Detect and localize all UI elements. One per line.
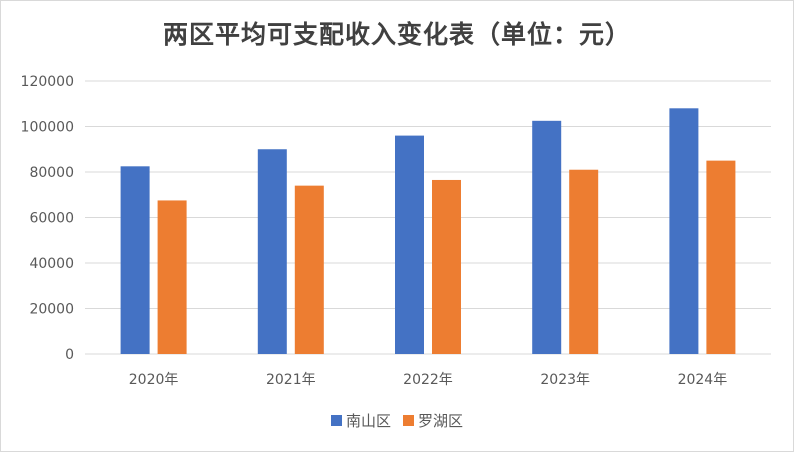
legend-item-series-0: 南山区 — [330, 410, 391, 431]
legend-item-series-1: 罗湖区 — [403, 410, 463, 431]
y-tick-label: 80000 — [29, 165, 74, 181]
x-tick-label: 2021年 — [266, 372, 316, 388]
bar-0-1 — [257, 149, 287, 354]
bar-1-2 — [432, 179, 461, 354]
legend: 南山区 罗湖区 — [1, 410, 793, 431]
bar-0-2 — [395, 135, 424, 354]
bar-0-0 — [120, 166, 150, 354]
y-tick-label: 60000 — [29, 211, 74, 227]
legend-swatch-series-1 — [403, 415, 414, 426]
legend-label-series-1: 罗湖区 — [418, 412, 464, 430]
chart-title: 两区平均可支配收入变化表（单位：元） — [162, 20, 631, 49]
y-tick-label: 40000 — [29, 256, 74, 272]
bar-1-3 — [569, 169, 599, 354]
y-tick-label: 120000 — [21, 74, 74, 90]
legend-swatch-series-0 — [330, 415, 342, 426]
y-tick-label: 100000 — [21, 120, 74, 136]
bar-1-1 — [294, 185, 324, 354]
y-tick-label: 0 — [65, 347, 74, 363]
legend-label-series-0: 南山区 — [345, 412, 391, 430]
bar-1-0 — [157, 200, 187, 354]
bar-0-3 — [532, 120, 562, 354]
x-tick-label: 2020年 — [129, 372, 179, 388]
x-tick-label: 2024年 — [678, 372, 728, 388]
y-tick-label: 20000 — [29, 302, 74, 318]
x-tick-label: 2022年 — [403, 372, 453, 388]
bar-0-4 — [669, 108, 699, 354]
x-tick-label: 2023年 — [540, 372, 590, 388]
bar-1-4 — [706, 160, 736, 354]
